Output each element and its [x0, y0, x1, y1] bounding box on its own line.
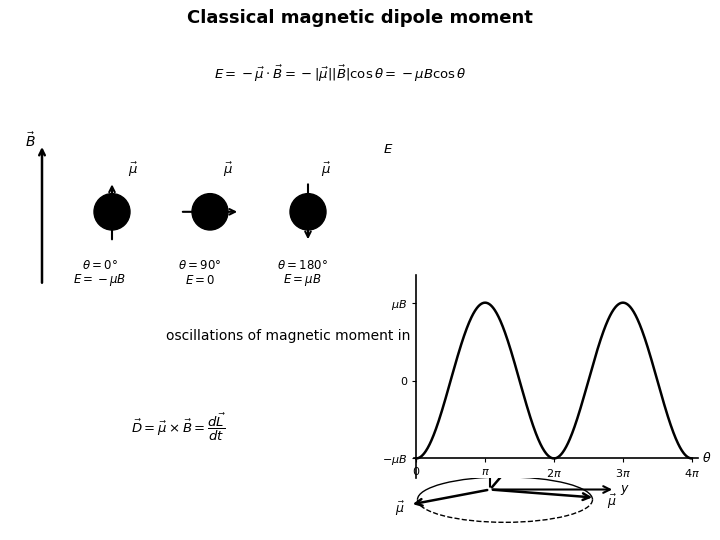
- Text: $\vec{\mu}$: $\vec{\mu}$: [321, 160, 331, 179]
- Text: $\vec{\mu}$: $\vec{\mu}$: [567, 395, 577, 414]
- Circle shape: [290, 194, 326, 230]
- Text: $\theta$: $\theta$: [702, 451, 711, 465]
- Text: $y$: $y$: [620, 483, 630, 496]
- Text: Classical magnetic dipole moment: Classical magnetic dipole moment: [187, 9, 533, 26]
- Text: $E$: $E$: [383, 143, 393, 156]
- Text: $E = 0$: $E = 0$: [185, 274, 215, 287]
- Circle shape: [94, 194, 130, 230]
- Text: $\theta = 90°$: $\theta = 90°$: [179, 259, 222, 272]
- Text: $\theta = 0°$: $\theta = 0°$: [82, 259, 118, 272]
- Text: oscillations of magnetic moment in magnetic field: oscillations of magnetic moment in magne…: [166, 329, 514, 343]
- Text: $\vec{\mu}$: $\vec{\mu}$: [607, 492, 617, 511]
- Text: $\theta = 180°$: $\theta = 180°$: [276, 259, 328, 272]
- Text: $\dfrac{d\vec{L}}{dt}$: $\dfrac{d\vec{L}}{dt}$: [588, 372, 603, 399]
- Text: $E = -\vec{\mu} \cdot \vec{B} = -|\vec{\mu}||\vec{B}|\cos\theta = -\mu B\cos\the: $E = -\vec{\mu} \cdot \vec{B} = -|\vec{\…: [214, 63, 467, 84]
- Text: $\vec{\mu}$: $\vec{\mu}$: [522, 414, 531, 432]
- Text: $\vec{\mu}$: $\vec{\mu}$: [128, 160, 138, 179]
- Text: $z$: $z$: [502, 364, 510, 377]
- Text: $\vec{\mu}$: $\vec{\mu}$: [223, 160, 233, 179]
- Text: $\vec{B}$: $\vec{B}$: [462, 362, 472, 379]
- Text: $\vec{B}$: $\vec{B}$: [24, 132, 35, 151]
- Text: $E = \mu B$: $E = \mu B$: [283, 273, 321, 288]
- Text: $\vec{D} = \vec{\mu} \times \vec{B} = \dfrac{d\vec{L}}{dt}$: $\vec{D} = \vec{\mu} \times \vec{B} = \d…: [130, 411, 225, 443]
- Circle shape: [192, 194, 228, 230]
- Text: $\vec{\mu}$: $\vec{\mu}$: [395, 500, 405, 518]
- Text: $E = -\mu B$: $E = -\mu B$: [73, 273, 127, 288]
